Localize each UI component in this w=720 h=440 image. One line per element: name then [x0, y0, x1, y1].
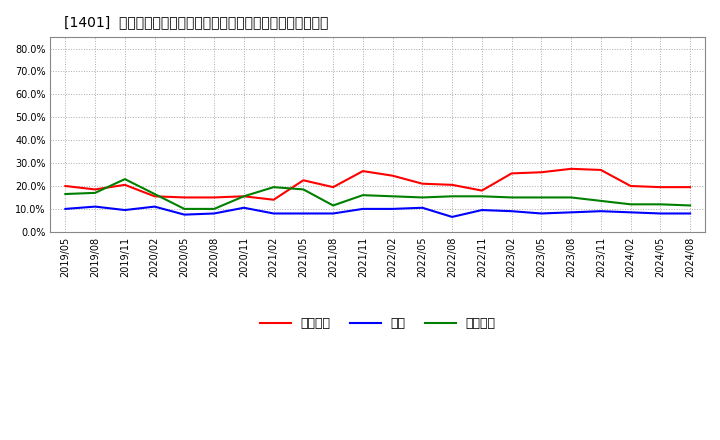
売上債権 [448, 182, 456, 187]
売上債権 [359, 169, 367, 174]
売上債権 [508, 171, 516, 176]
買入債務 [597, 198, 606, 204]
在庫 [477, 207, 486, 213]
売上債権 [150, 194, 159, 199]
売上債権 [477, 188, 486, 193]
在庫 [299, 211, 307, 216]
買入債務 [448, 194, 456, 199]
Line: 売上債権: 売上債権 [66, 169, 690, 200]
売上債権 [180, 195, 189, 200]
Text: [1401]  売上債権、在庫、買入債務の総資産に対する比率の推移: [1401] 売上債権、在庫、買入債務の総資産に対する比率の推移 [63, 15, 328, 29]
在庫 [418, 205, 427, 210]
売上債権 [656, 184, 665, 190]
買入債務 [61, 191, 70, 197]
Line: 在庫: 在庫 [66, 207, 690, 217]
在庫 [150, 204, 159, 209]
買入債務 [180, 206, 189, 212]
買入債務 [359, 193, 367, 198]
在庫 [210, 211, 218, 216]
買入債務 [418, 195, 427, 200]
売上債権 [299, 178, 307, 183]
買入債務 [299, 187, 307, 192]
在庫 [359, 206, 367, 212]
買入債務 [120, 176, 129, 182]
売上債権 [597, 167, 606, 172]
買入債務 [626, 202, 635, 207]
買入債務 [656, 202, 665, 207]
在庫 [656, 211, 665, 216]
買入債務 [240, 194, 248, 199]
売上債権 [567, 166, 575, 172]
在庫 [329, 211, 338, 216]
買入債務 [567, 195, 575, 200]
買入債務 [508, 195, 516, 200]
売上債権 [537, 169, 546, 175]
Line: 買入債務: 買入債務 [66, 179, 690, 209]
Legend: 売上債権, 在庫, 買入債務: 売上債権, 在庫, 買入債務 [255, 312, 501, 335]
在庫 [388, 206, 397, 212]
買入債務 [210, 206, 218, 212]
在庫 [240, 205, 248, 210]
在庫 [180, 212, 189, 217]
買入債務 [269, 184, 278, 190]
在庫 [597, 209, 606, 214]
売上債権 [210, 195, 218, 200]
在庫 [91, 204, 99, 209]
買入債務 [477, 194, 486, 199]
在庫 [269, 211, 278, 216]
買入債務 [388, 194, 397, 199]
売上債権 [269, 197, 278, 202]
売上債権 [626, 183, 635, 189]
買入債務 [329, 203, 338, 208]
在庫 [508, 209, 516, 214]
売上債権 [686, 184, 695, 190]
売上債権 [91, 187, 99, 192]
買入債務 [91, 190, 99, 195]
買入債務 [686, 203, 695, 208]
在庫 [626, 210, 635, 215]
売上債権 [61, 183, 70, 189]
在庫 [567, 210, 575, 215]
在庫 [120, 207, 129, 213]
在庫 [537, 211, 546, 216]
売上債権 [240, 194, 248, 199]
売上債権 [418, 181, 427, 187]
在庫 [61, 206, 70, 212]
在庫 [686, 211, 695, 216]
売上債権 [120, 182, 129, 187]
売上債権 [388, 173, 397, 178]
買入債務 [150, 191, 159, 197]
在庫 [448, 214, 456, 220]
売上債権 [329, 184, 338, 190]
買入債務 [537, 195, 546, 200]
